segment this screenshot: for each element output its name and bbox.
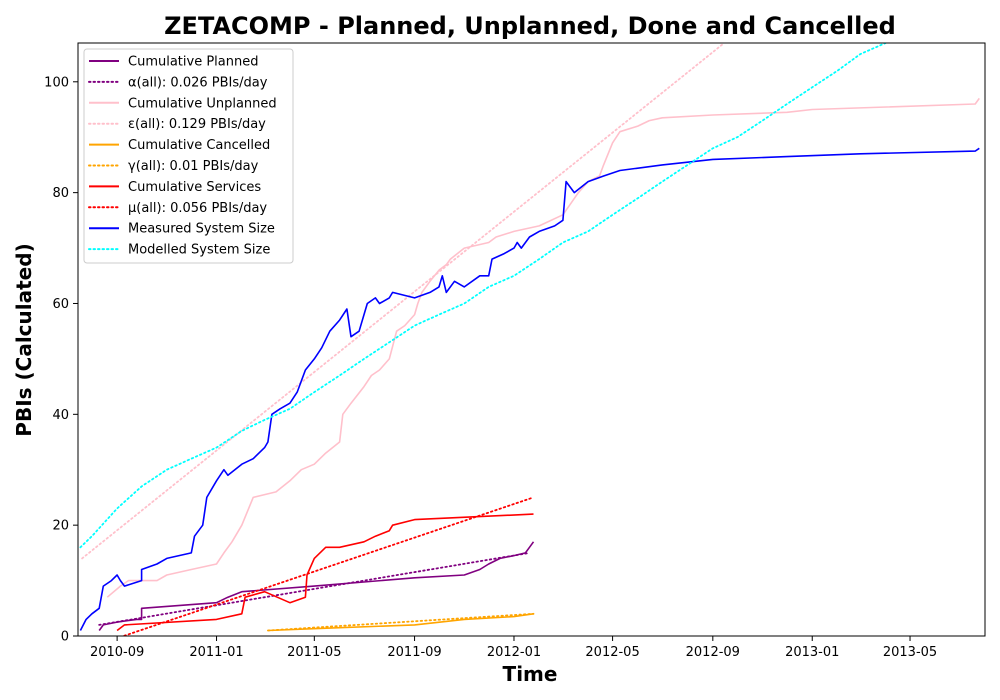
series-line-modelled-system-size bbox=[79, 43, 887, 549]
y-axis: 0 20 40 60 80 100 bbox=[44, 75, 78, 645]
legend-frame bbox=[83, 48, 294, 264]
x-tick-label: 2013-05 bbox=[883, 645, 937, 660]
legend-label: μ(all): 0.056 PBIs/day bbox=[128, 201, 267, 216]
chart-title: ZETACOMP - Planned, Unplanned, Done and … bbox=[164, 12, 896, 40]
series-line-all-0-129-pbis-day bbox=[81, 43, 726, 560]
legend-label: γ(all): 0.01 PBIs/day bbox=[128, 159, 259, 174]
series-line-all-0-026-pbis-day bbox=[98, 552, 531, 626]
y-tick-label: 40 bbox=[52, 408, 69, 423]
legend-label: Cumulative Cancelled bbox=[128, 138, 270, 153]
series-line-all-0-056-pbis-day bbox=[120, 496, 535, 636]
y-tick-label: 100 bbox=[44, 75, 69, 90]
series-line-cumulative-cancelled bbox=[267, 613, 534, 632]
y-tick-label: 0 bbox=[61, 630, 69, 645]
legend-label: Cumulative Services bbox=[128, 180, 261, 195]
legend-label: Modelled System Size bbox=[128, 243, 270, 258]
x-tick-label: 2012-09 bbox=[686, 645, 740, 660]
y-axis-label: PBIs (Calculated) bbox=[12, 243, 36, 436]
legend-label: ε(all): 0.129 PBIs/day bbox=[128, 117, 266, 132]
plot-frame bbox=[77, 42, 986, 637]
series-line-cumulative-planned bbox=[98, 541, 535, 631]
series-line-cumulative-services bbox=[116, 513, 534, 632]
x-tick-label: 2013-01 bbox=[785, 645, 839, 660]
series-line-all-0-01-pbis-day bbox=[266, 612, 535, 632]
x-tick-label: 2010-09 bbox=[90, 645, 144, 660]
y-tick-label: 60 bbox=[52, 297, 69, 312]
y-tick-label: 80 bbox=[52, 186, 69, 201]
legend: Cumulative Planned α(all): 0.026 PBIs/day… bbox=[83, 48, 294, 264]
legend-label: Cumulative Unplanned bbox=[128, 96, 277, 111]
plot-area bbox=[77, 42, 986, 637]
x-tick-label: 2011-05 bbox=[287, 645, 341, 660]
series-layer bbox=[79, 43, 980, 636]
x-tick-label: 2011-09 bbox=[387, 645, 441, 660]
legend-label: Measured System Size bbox=[128, 222, 275, 237]
series-line-measured-system-size bbox=[79, 147, 980, 631]
x-axis: 2010-09 2011-01 2011-05 2011-09 2012-01 2012-… bbox=[90, 636, 937, 660]
x-tick-label: 2012-01 bbox=[487, 645, 541, 660]
x-axis-label: Time bbox=[503, 662, 558, 686]
x-tick-label: 2012-05 bbox=[585, 645, 639, 660]
legend-label: α(all): 0.026 PBIs/day bbox=[128, 75, 268, 90]
y-tick-label: 20 bbox=[52, 519, 69, 534]
legend-label: Cumulative Planned bbox=[128, 55, 258, 70]
x-tick-label: 2011-01 bbox=[189, 645, 243, 660]
series-line-cumulative-unplanned bbox=[106, 97, 980, 598]
